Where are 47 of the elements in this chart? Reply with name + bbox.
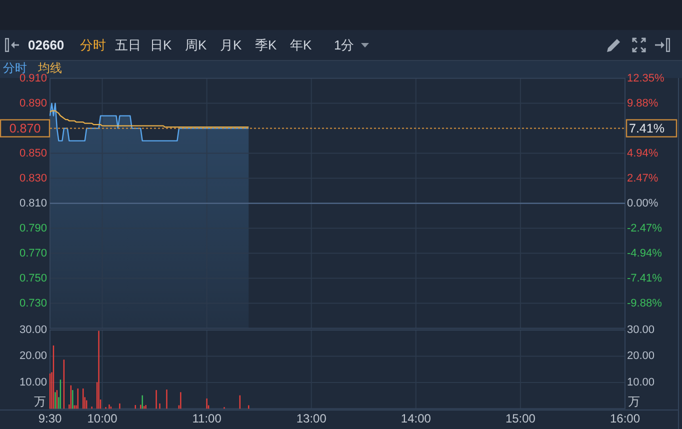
y-tick-label: 0.790 [19, 222, 47, 234]
x-tick-label: 15:00 [505, 412, 536, 426]
ref-line-label: 0.870 [9, 121, 41, 136]
y-tick-label: 0.730 [19, 297, 47, 310]
y2-tick-label: 9.88% [627, 97, 658, 110]
text: 周K [185, 38, 207, 52]
legend-label: 分时 [3, 61, 27, 75]
y2-tick-label: -7.41% [627, 272, 662, 284]
y-tick-label: 0.750 [19, 272, 47, 284]
y-tick-label: 0.770 [19, 247, 47, 260]
x-tick-label: 11:00 [192, 412, 222, 426]
y-tick-label: 30.00 [19, 324, 47, 336]
text: 分时 [80, 38, 106, 52]
y2-tick-label: 4.94% [627, 147, 658, 160]
y2-tick-label: 20.00 [627, 350, 655, 362]
chart-title: 02660 [28, 38, 64, 52]
text: 年K [290, 38, 312, 52]
y-tick-label: 0.890 [19, 97, 47, 110]
y-tick-label: 0.850 [19, 147, 47, 160]
y-tick-label: 0.810 [19, 197, 47, 210]
y-tick-label: 0.830 [19, 172, 47, 184]
text: 季K [255, 38, 277, 52]
text: 五日 [115, 38, 141, 52]
y2-tick-label: 2.47% [627, 172, 658, 184]
x-tick-label: 10:00 [87, 412, 118, 426]
text: 均线 [37, 61, 62, 75]
line-series [49, 110, 250, 128]
x-tick-label: 9:30 [38, 412, 62, 426]
y2-tick-label: -4.94% [627, 247, 662, 260]
text: 月K [220, 38, 242, 52]
y2-tick-label: 7.41% [629, 121, 664, 136]
y-tick-label: 0.910 [19, 72, 47, 84]
y-tick-label: 20.00 [19, 350, 47, 362]
y2-tick-label: -2.47% [627, 222, 662, 234]
y2-tick-label: 0.00% [627, 197, 658, 210]
text: 1分 [334, 38, 354, 52]
x-tick-label: 16:00 [610, 412, 640, 426]
text: 日K [150, 38, 172, 52]
y-axis-title: 万 [34, 394, 46, 409]
x-tick-label: 14:00 [400, 412, 432, 426]
y2-tick-label: 10.00 [627, 376, 655, 388]
y-tick-label: 10.00 [19, 376, 47, 388]
y2-tick-label: 12.35% [627, 72, 665, 84]
x-tick-label: 13:00 [296, 412, 327, 426]
y2-tick-label: 30.00 [627, 324, 655, 336]
y2-axis-title: 万 [628, 394, 640, 409]
y2-tick-label: -9.88% [627, 297, 662, 310]
